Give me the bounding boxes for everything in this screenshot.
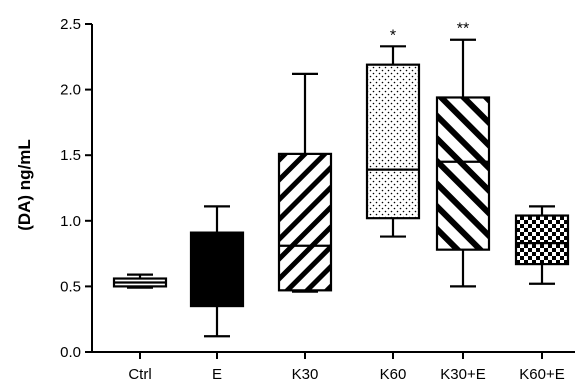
y-axis-title: (DA) ng/mL [15,139,34,231]
x-tick-label: K30+E [440,366,485,383]
iqr-box [514,214,570,266]
y-tick-label: 0.5 [60,278,81,295]
y-tick-label: 1.5 [60,147,81,164]
box-ctrl [112,273,168,289]
iqr-box [277,152,333,292]
box-k60-plus-e [514,205,570,285]
significance-marker: * [390,27,396,44]
x-tick-label: K60+E [519,366,564,383]
iqr-box [365,63,421,220]
x-tick-label: Ctrl [128,366,151,383]
x-axis: Ctrl E K30 K60 K30+E K60+E [92,351,575,383]
box-k30 [277,72,333,293]
x-tick-label: K30 [292,366,319,383]
iqr-box [189,231,245,308]
y-tick-label: 2.0 [60,82,81,99]
x-tick-label: E [212,366,222,383]
box-e [189,205,245,338]
x-tick-label: K60 [380,366,407,383]
boxes: * ** [112,21,570,338]
y-tick-label: 2.5 [60,16,81,33]
y-axis: 0.0 0.5 1.0 1.5 2.0 2.5 [60,16,93,361]
y-tick-label: 0.0 [60,344,81,361]
box-k30-plus-e: ** [435,21,491,288]
y-tick-label: 1.0 [60,213,81,230]
box-k60: * [365,27,421,238]
iqr-box [435,96,491,251]
significance-marker: ** [457,21,469,38]
